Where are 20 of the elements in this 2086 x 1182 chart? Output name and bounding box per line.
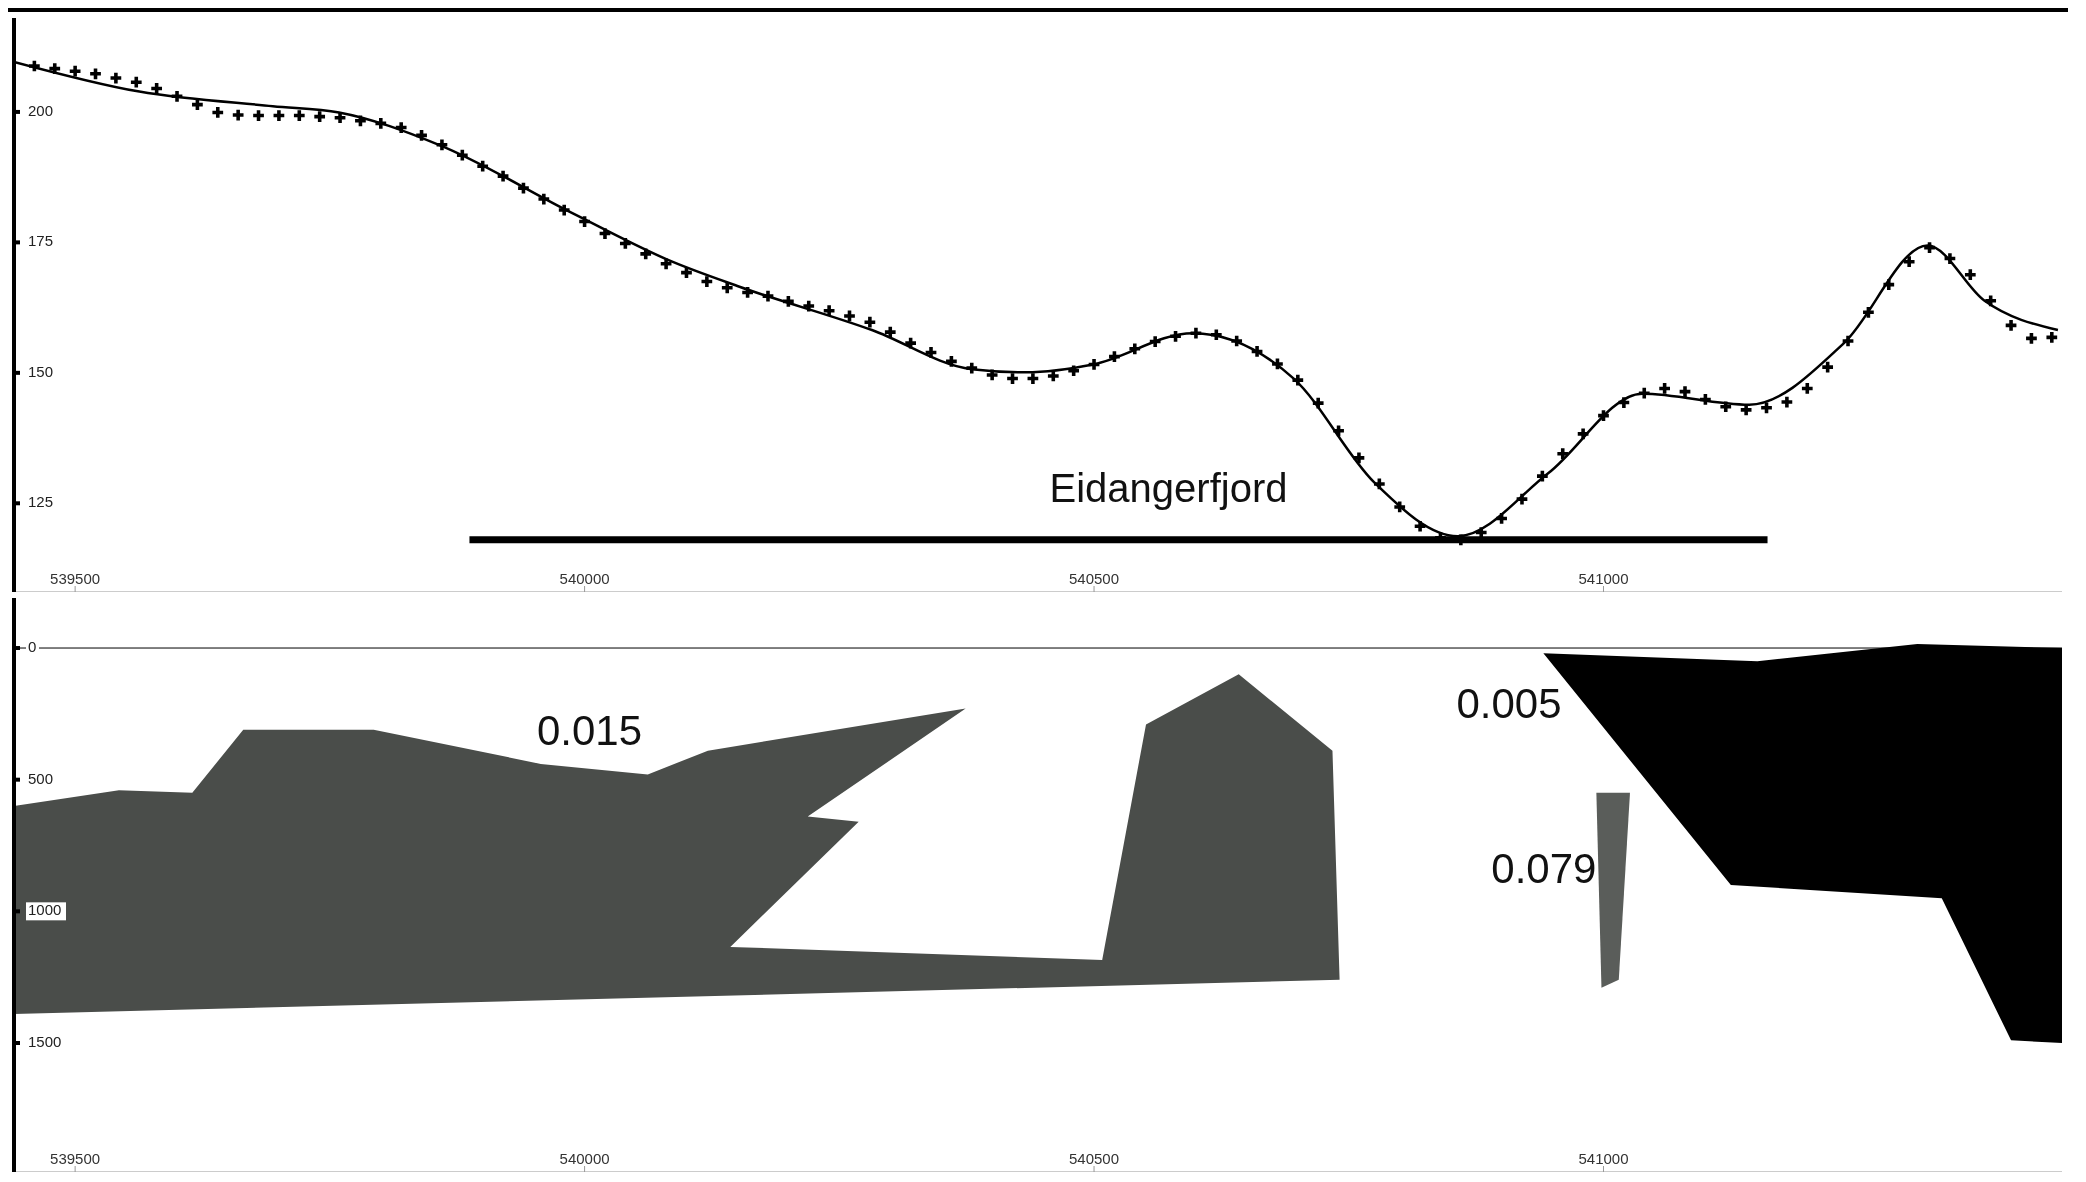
- y-tick-label: 175: [28, 232, 54, 250]
- y-tick-label: 150: [28, 362, 54, 380]
- annotation: 0.015: [536, 706, 643, 754]
- y-tick-label: 1000: [28, 901, 62, 919]
- x-tick-label: 539500: [50, 1150, 101, 1167]
- x-tick-label: 540500: [1069, 1150, 1120, 1167]
- annotation: 0.079: [1491, 844, 1597, 892]
- x-tick-label: 540000: [559, 570, 610, 587]
- y-tick-label: 200: [28, 101, 54, 119]
- x-tick-label: 541000: [1578, 1150, 1629, 1167]
- x-tick-label: 540000: [559, 1150, 610, 1167]
- y-tick-label: 0: [28, 638, 37, 655]
- annotation: 0.005: [1456, 680, 1562, 728]
- y-tick-label: 500: [28, 769, 54, 787]
- series-label: Eidangerfjord: [1049, 465, 1288, 510]
- x-tick-label: 540500: [1069, 570, 1120, 587]
- y-tick-label: 1500: [28, 1032, 62, 1050]
- x-tick-label: 539500: [50, 570, 101, 587]
- x-tick-label: 541000: [1578, 570, 1629, 587]
- y-tick-label: 125: [28, 493, 54, 511]
